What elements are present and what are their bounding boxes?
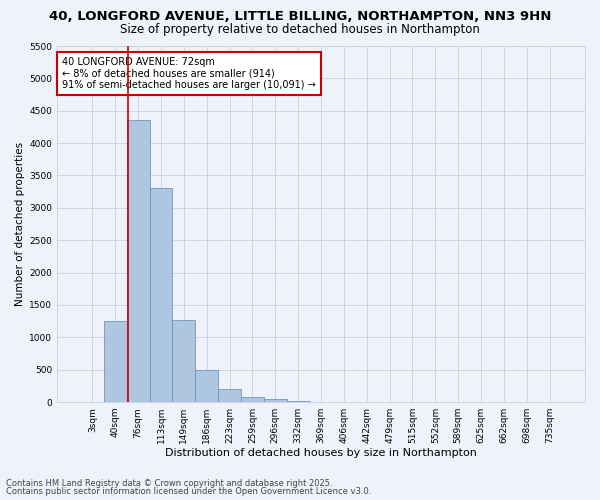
Bar — [287, 401, 310, 402]
Bar — [218, 388, 241, 402]
X-axis label: Distribution of detached houses by size in Northampton: Distribution of detached houses by size … — [165, 448, 477, 458]
Bar — [104, 321, 127, 402]
Text: Contains public sector information licensed under the Open Government Licence v3: Contains public sector information licen… — [6, 487, 371, 496]
Text: Contains HM Land Registry data © Crown copyright and database right 2025.: Contains HM Land Registry data © Crown c… — [6, 478, 332, 488]
Text: 40 LONGFORD AVENUE: 72sqm
← 8% of detached houses are smaller (914)
91% of semi-: 40 LONGFORD AVENUE: 72sqm ← 8% of detach… — [62, 56, 316, 90]
Bar — [196, 370, 218, 402]
Bar — [127, 120, 149, 402]
Text: Size of property relative to detached houses in Northampton: Size of property relative to detached ho… — [120, 22, 480, 36]
Bar — [149, 188, 172, 402]
Y-axis label: Number of detached properties: Number of detached properties — [15, 142, 25, 306]
Bar — [241, 397, 264, 402]
Bar — [264, 399, 287, 402]
Text: 40, LONGFORD AVENUE, LITTLE BILLING, NORTHAMPTON, NN3 9HN: 40, LONGFORD AVENUE, LITTLE BILLING, NOR… — [49, 10, 551, 23]
Bar — [172, 320, 196, 402]
